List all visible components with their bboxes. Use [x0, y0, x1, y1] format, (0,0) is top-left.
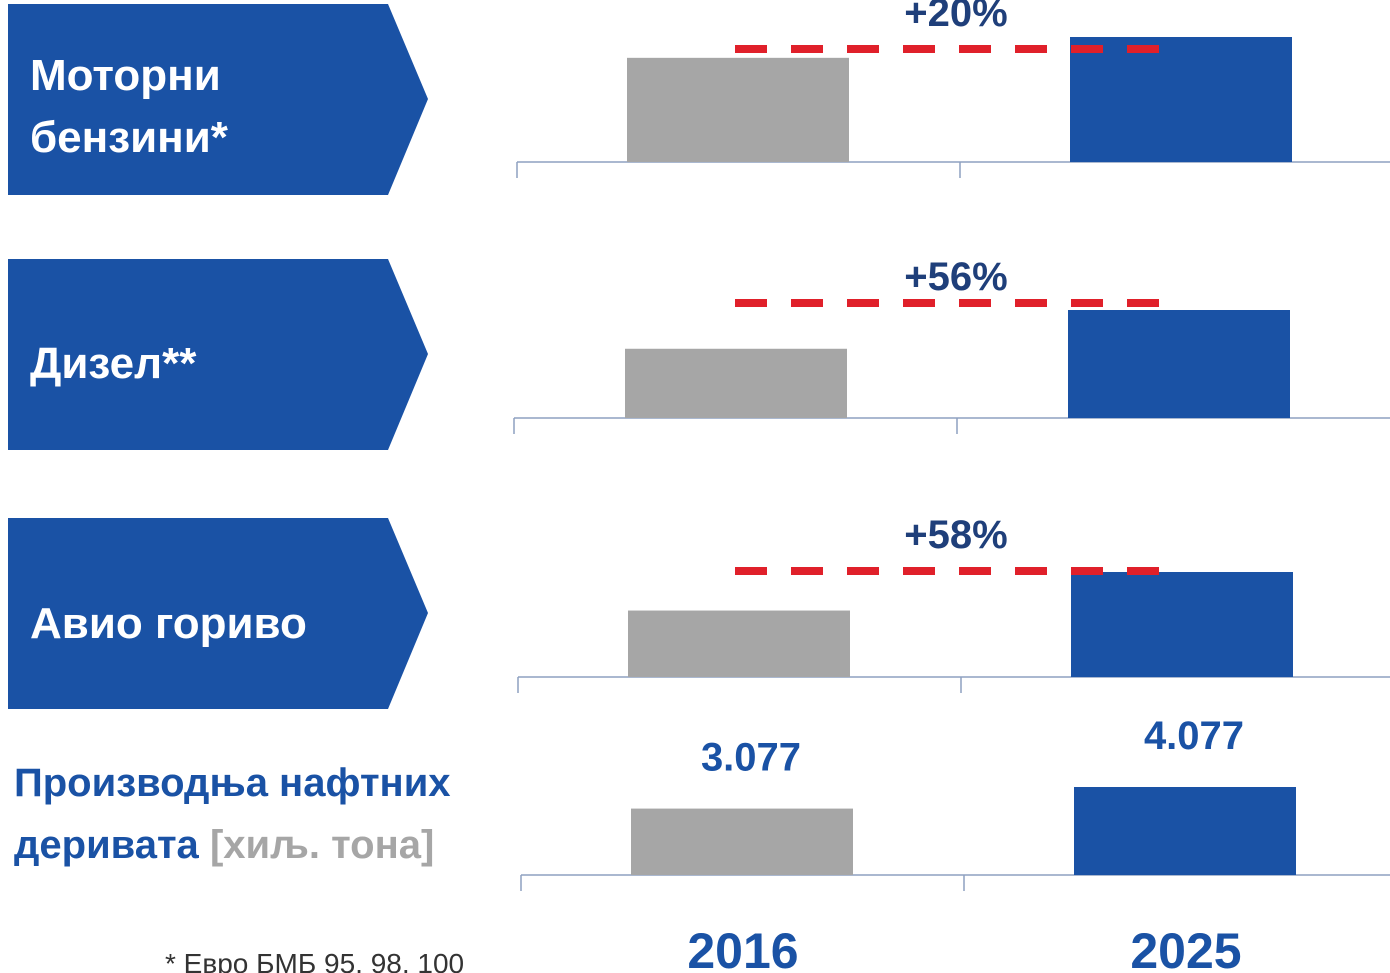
bar	[628, 610, 850, 677]
label-box	[8, 4, 428, 195]
annotation: +20%	[904, 0, 1007, 35]
chart-title-box: Производња нафтних деривата [хиљ. тона]	[14, 752, 534, 876]
annotation: +58%	[904, 513, 1007, 557]
bar	[1070, 37, 1292, 162]
bar	[631, 808, 853, 875]
annotation: +56%	[904, 255, 1007, 299]
label-box	[8, 259, 428, 450]
chart-title: Производња нафтних деривата	[14, 761, 451, 867]
label-box	[8, 518, 428, 709]
value-label: 4.077	[1144, 714, 1244, 758]
unit: [хиљ. тона]	[209, 823, 435, 867]
category-label: Дизел**	[30, 339, 197, 388]
bar	[1068, 310, 1290, 418]
category-label: Авио гориво	[30, 599, 307, 648]
bar	[1074, 787, 1296, 875]
category-label: Моторни бензини*	[30, 51, 228, 162]
bar	[627, 57, 849, 163]
x-tick-label: 2016	[687, 923, 798, 973]
x-tick-label: 2025	[1130, 923, 1241, 973]
footnote: * Евро БМБ 95, 98, 100	[165, 948, 465, 973]
value-label: 3.077	[701, 736, 801, 780]
bar	[625, 348, 847, 418]
bar	[1071, 572, 1293, 677]
